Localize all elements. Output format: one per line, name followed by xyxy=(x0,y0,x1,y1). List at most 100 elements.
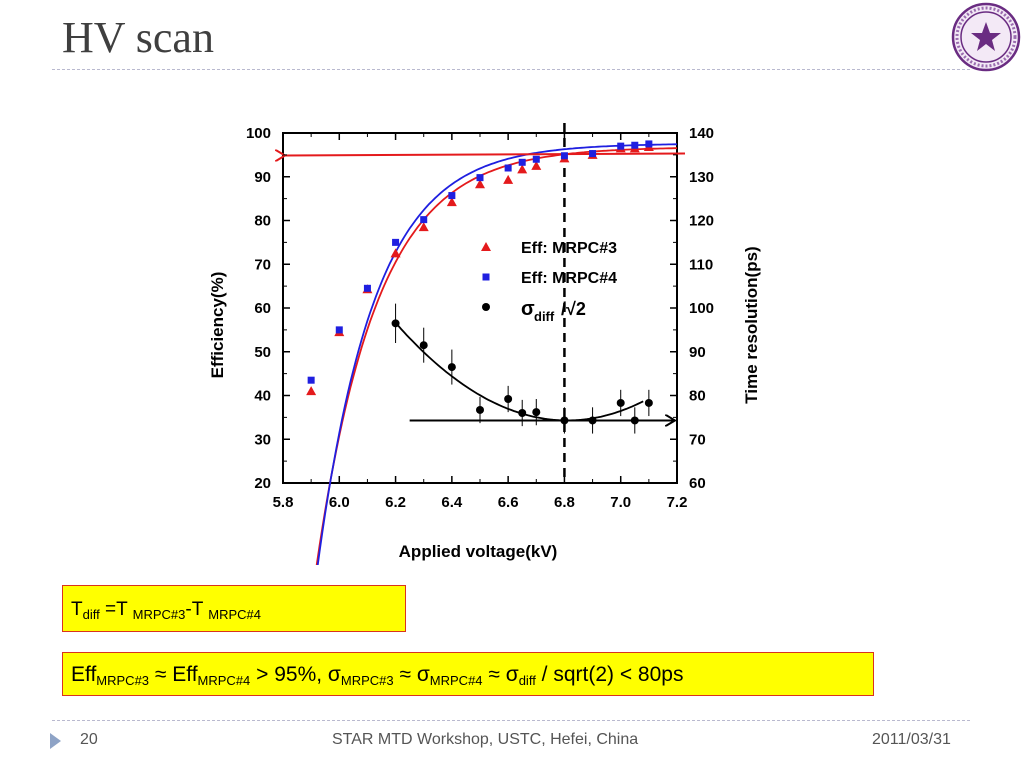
page-number: 20 xyxy=(80,731,98,748)
data-point-circle xyxy=(476,405,484,414)
eq2-s3-sub: diff xyxy=(518,673,536,688)
red-arrow xyxy=(285,154,686,156)
data-point-square xyxy=(645,140,653,148)
data-point-square xyxy=(504,164,512,172)
data-point-square xyxy=(448,192,456,200)
legend-marker-circle xyxy=(482,303,490,311)
y-left-axis-label: Efficiency(%) xyxy=(208,272,227,379)
tdiff-definition-box: Tdiff =T MRPC#3-T MRPC#4 xyxy=(62,585,406,632)
data-point-square xyxy=(363,284,371,292)
data-point-square xyxy=(532,155,540,163)
data-point-circle xyxy=(630,416,639,425)
legend-marker-triangle xyxy=(481,242,491,251)
legend-label: Eff: MRPC#3 xyxy=(521,240,617,257)
y-left-tick-label: 40 xyxy=(254,388,271,405)
data-point-square xyxy=(476,174,484,182)
x-tick-label: 6.2 xyxy=(385,494,406,511)
x-axis-label: Applied voltage(kV) xyxy=(399,542,558,561)
x-tick-label: 6.4 xyxy=(441,494,463,511)
eq1-b-sub: MRPC#4 xyxy=(208,607,262,622)
x-tick-label: 5.8 xyxy=(273,494,294,511)
y-left-tick-label: 100 xyxy=(246,125,271,142)
data-point-circle xyxy=(419,341,428,350)
footer-event: STAR MTD Workshop, USTC, Hefei, China xyxy=(332,731,639,748)
fit-curve xyxy=(394,322,644,422)
x-tick-label: 6.8 xyxy=(554,494,575,511)
data-point-triangle xyxy=(503,174,514,184)
data-point-triangle xyxy=(418,222,429,232)
university-seal-icon xyxy=(951,2,1021,72)
footer-date: 2011/03/31 xyxy=(872,731,951,748)
result-summary-box: EffMRPC#3 ≈ EffMRPC#4 > 95%, σMRPC#3 ≈ σ… xyxy=(62,652,874,696)
eq1-eq: =T xyxy=(99,599,133,620)
x-tick-label: 6.0 xyxy=(329,494,350,511)
y-left-tick-label: 70 xyxy=(254,256,271,273)
y-right-tick-label: 140 xyxy=(689,125,714,142)
eq1-t: T xyxy=(71,599,83,620)
y-right-axis-label: Time resolution(ps) xyxy=(742,246,761,403)
data-point-square xyxy=(631,141,639,149)
footer-arrow-icon xyxy=(50,733,61,749)
eq1-a-sub: MRPC#3 xyxy=(132,607,186,622)
x-tick-label: 7.2 xyxy=(667,494,688,511)
data-point-circle xyxy=(588,416,597,425)
data-point-circle xyxy=(518,409,527,417)
fit-curve xyxy=(315,147,677,565)
eq2-approx2: ≈ σ xyxy=(393,663,430,686)
eq2-approx1: ≈ Eff xyxy=(149,663,198,686)
legend-label-tail: /√2 xyxy=(561,299,586,319)
data-point-square xyxy=(518,158,526,166)
data-point-circle xyxy=(616,398,625,407)
legend-marker-square xyxy=(482,273,490,281)
y-left-tick-label: 60 xyxy=(254,300,271,317)
eq2-gt: > 95%, σ xyxy=(250,663,341,686)
chart-panel: 5.8 6.0 6.2 6.4 6.6 6.8 7.0 7.2 20 30 40 50 60 70 80 90… xyxy=(193,79,768,565)
data-point-square xyxy=(617,142,625,150)
data-point-circle xyxy=(560,416,569,425)
data-point-triangle xyxy=(517,164,528,174)
y-right-tick-label: 60 xyxy=(689,475,706,492)
data-point-circle xyxy=(391,319,400,328)
data-point-circle xyxy=(532,408,541,417)
data-point-triangle xyxy=(446,197,457,207)
y-right-tick-label: 70 xyxy=(689,431,706,448)
title-divider xyxy=(52,69,970,70)
y-left-tick-label: 90 xyxy=(254,169,271,186)
x-tick-label: 7.0 xyxy=(610,494,631,511)
data-point-triangle xyxy=(390,248,401,258)
data-point-triangle xyxy=(475,179,485,189)
y-right-tick-label: 120 xyxy=(689,213,714,230)
footer-divider xyxy=(52,720,970,721)
data-point-triangle xyxy=(531,160,542,170)
y-left-tick-label: 30 xyxy=(254,431,271,448)
y-left-tick-label: 50 xyxy=(254,344,271,361)
y-left-tick-label: 80 xyxy=(254,213,271,230)
data-point-square xyxy=(589,150,597,158)
slide-title: HV scan xyxy=(62,13,214,62)
eq2-s1-sub: MRPC#3 xyxy=(340,673,394,688)
y-right-tick-label: 110 xyxy=(689,256,713,273)
x-tick-label: 6.6 xyxy=(498,494,519,511)
eq2-eff2-sub: MRPC#4 xyxy=(197,673,251,688)
y-right-tick-label: 130 xyxy=(689,169,714,186)
hv-scan-chart: 5.8 6.0 6.2 6.4 6.6 6.8 7.0 7.2 20 30 40 50 60 70 80 90… xyxy=(208,123,761,565)
y-right-tick-label: 100 xyxy=(689,300,714,317)
data-point-square xyxy=(420,216,428,224)
eq2-approx3: ≈ σ xyxy=(482,663,519,686)
legend-label-sub: diff xyxy=(534,309,555,324)
data-point-circle xyxy=(504,395,513,403)
legend-label: Eff: MRPC#4 xyxy=(521,270,617,287)
data-point-circle xyxy=(644,398,653,407)
data-point-triangle xyxy=(306,386,317,396)
eq2-eff1-sub: MRPC#3 xyxy=(96,673,150,688)
eq2-s2-sub: MRPC#4 xyxy=(429,673,483,688)
data-point-square xyxy=(307,376,315,384)
eq1-t-sub: diff xyxy=(82,607,100,622)
y-right-tick-label: 80 xyxy=(689,388,706,405)
eq2-tail: / sqrt(2) < 80ps xyxy=(535,663,684,686)
eq1-minus: -T xyxy=(185,599,209,620)
eq2-eff1: Eff xyxy=(71,663,97,686)
data-point-circle xyxy=(447,363,456,372)
data-point-square xyxy=(392,238,400,246)
fit-curve xyxy=(316,143,677,565)
